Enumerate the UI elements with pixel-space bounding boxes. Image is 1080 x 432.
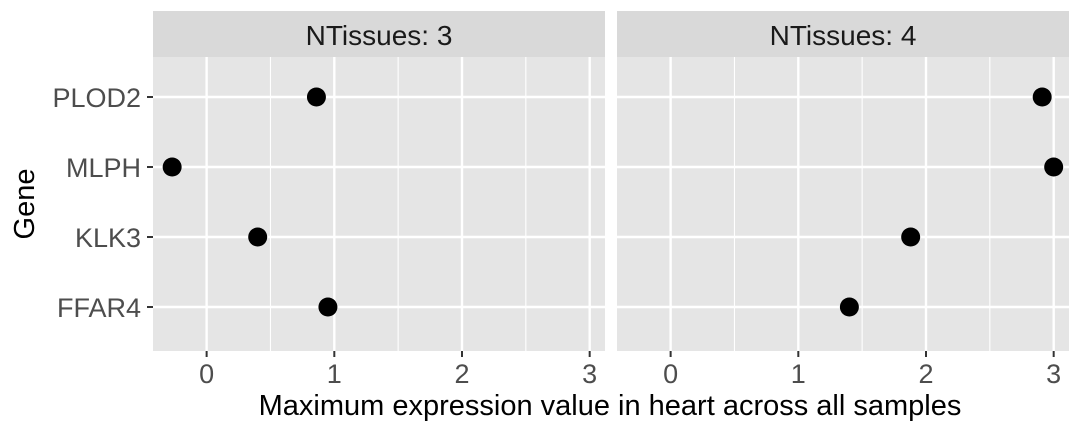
x-tick-label: 1 <box>791 359 806 389</box>
y-axis: FFAR4 KLK3 MLPH PLOD2 <box>52 83 153 323</box>
facet-strip-label: NTissues: 3 <box>306 20 453 51</box>
facet-strip-label: NTissues: 4 <box>770 20 917 51</box>
facet-strips: NTissues: 3 NTissues: 4 <box>153 11 1069 57</box>
y-tick-label: KLK3 <box>75 223 141 253</box>
facet-strip <box>153 11 605 57</box>
x-tick-label: 3 <box>582 359 597 389</box>
x-tick-label: 3 <box>1046 359 1061 389</box>
x-tick-label: 0 <box>199 359 214 389</box>
data-point-plod2 <box>306 87 326 107</box>
x-axes: 0 1 2 3 0 1 2 3 <box>199 351 1061 389</box>
facet-panels <box>153 57 1069 351</box>
panel-background <box>153 57 605 351</box>
data-point-ffar4 <box>318 297 338 317</box>
data-point-klk3 <box>248 227 268 247</box>
data-point-ffar4 <box>839 297 859 317</box>
x-tick-label: 2 <box>454 359 469 389</box>
data-point-klk3 <box>901 227 921 247</box>
x-axis-title: Maximum expression value in heart across… <box>259 390 962 422</box>
x-tick-label: 0 <box>663 359 678 389</box>
data-point-plod2 <box>1032 87 1052 107</box>
x-tick-label: 2 <box>918 359 933 389</box>
data-points <box>162 87 1064 317</box>
y-axis-title: Gene <box>9 169 41 240</box>
data-point-mlph <box>162 157 182 177</box>
y-tick-label: PLOD2 <box>52 83 141 113</box>
data-point-mlph <box>1044 157 1064 177</box>
y-tick-label: MLPH <box>66 153 141 183</box>
y-tick-label: FFAR4 <box>57 293 141 323</box>
facet-strip <box>617 11 1069 57</box>
x-tick-label: 1 <box>327 359 342 389</box>
